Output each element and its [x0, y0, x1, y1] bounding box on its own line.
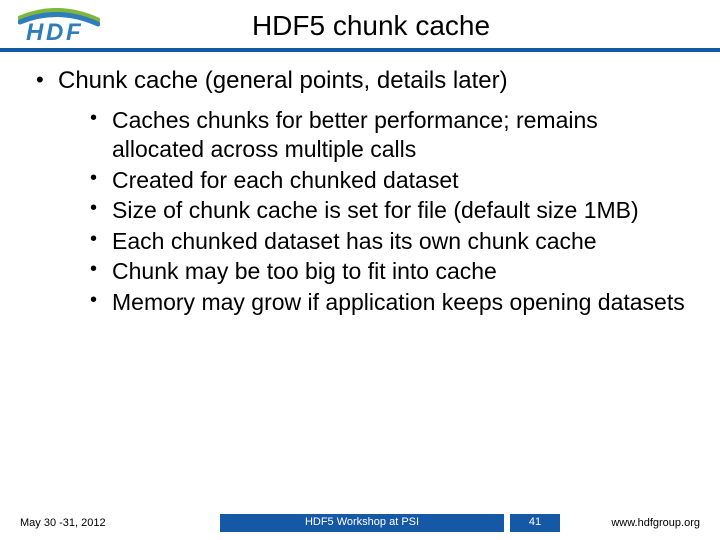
sub-bullet: Created for each chunked dataset: [90, 166, 690, 195]
sub-bullet: Size of chunk cache is set for file (def…: [90, 196, 690, 225]
footer-url: www.hdfgroup.org: [560, 517, 700, 529]
main-bullet: Chunk cache (general points, details lat…: [36, 66, 690, 96]
sub-bullet: Memory may grow if application keeps ope…: [90, 288, 690, 317]
sub-bullet: Caches chunks for better performance; re…: [90, 106, 690, 165]
slide-body: Chunk cache (general points, details lat…: [0, 66, 720, 540]
footer-event: HDF5 Workshop at PSI: [220, 514, 504, 532]
footer-date: May 30 -31, 2012: [20, 517, 220, 529]
svg-text:F: F: [66, 19, 82, 44]
slide-header: H D F HDF5 chunk cache: [0, 0, 720, 48]
slide-title: HDF5 chunk cache: [100, 10, 702, 42]
sub-bullet: Chunk may be too big to fit into cache: [90, 257, 690, 286]
hdf-logo: H D F: [18, 8, 100, 44]
sub-bullet: Each chunked dataset has its own chunk c…: [90, 227, 690, 256]
header-divider: [0, 48, 720, 52]
svg-text:H: H: [26, 19, 44, 44]
slide: H D F HDF5 chunk cache Chunk cache (gene…: [0, 0, 720, 540]
svg-text:D: D: [46, 19, 63, 44]
sub-bullet-list: Caches chunks for better performance; re…: [36, 106, 690, 317]
slide-footer: May 30 -31, 2012 HDF5 Workshop at PSI 41…: [0, 514, 720, 532]
footer-page-number: 41: [510, 514, 560, 532]
